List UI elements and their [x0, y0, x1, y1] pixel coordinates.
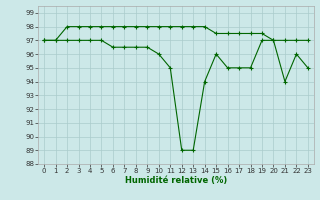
X-axis label: Humidité relative (%): Humidité relative (%): [125, 176, 227, 185]
